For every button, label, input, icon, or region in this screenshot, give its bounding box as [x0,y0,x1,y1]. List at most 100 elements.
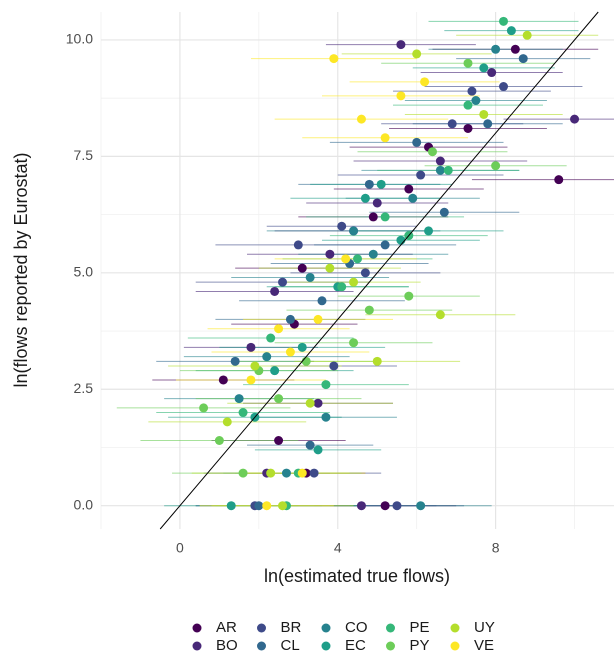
point [364,305,374,315]
point [305,440,315,450]
point [427,147,437,157]
point [329,54,339,64]
legend-label: CL [281,637,300,654]
point [443,165,453,175]
point [226,501,236,511]
point [325,263,335,273]
point [570,114,580,124]
y-tick-label: 5.0 [74,264,94,280]
legend-swatch [321,623,331,633]
reference-line [159,11,599,530]
y-tick-label: 0.0 [74,496,94,512]
point [305,398,315,408]
legend-label: VE [474,637,494,654]
point [270,286,280,296]
point [522,30,532,40]
point [416,170,426,180]
y-tick-label: 7.5 [74,147,94,163]
point [467,86,477,96]
legend-swatch [450,641,460,651]
point [368,212,378,222]
point [380,240,390,250]
legend-label: BO [216,637,238,654]
point [424,226,434,236]
point [506,26,516,36]
point [297,468,307,478]
point [499,82,509,92]
legend-swatch [192,623,202,633]
point [554,175,564,185]
point [463,58,473,68]
point [435,165,445,175]
point [270,366,280,376]
point [471,95,481,105]
point [285,314,295,324]
point [396,40,406,50]
legend-label: CO [345,619,368,636]
point [392,501,402,511]
point [491,161,501,171]
point [313,398,323,408]
point [337,282,347,292]
point [301,356,311,366]
point [317,296,327,306]
point [518,54,528,64]
point [274,324,284,334]
point [309,468,319,478]
y-axis-title: ln(flows reported by Eurostat) [11,152,31,387]
legend-label: PE [410,619,430,636]
point [341,254,351,264]
point [349,338,359,348]
point [266,468,276,478]
point [463,100,473,110]
legend-swatch [192,641,202,651]
point [356,501,366,511]
point [297,263,307,273]
legend-swatch [450,623,460,633]
point [285,347,295,357]
point [380,212,390,222]
point [499,16,509,26]
point [246,342,256,352]
point [238,468,248,478]
legend-label: AR [216,619,237,636]
point [238,408,248,418]
legend-label: UY [474,619,495,636]
point [230,356,240,366]
point [404,291,414,301]
point [447,119,457,129]
point [321,380,331,390]
point [408,193,418,203]
point [254,501,264,511]
point [349,277,359,287]
legend-label: PY [410,637,430,654]
point [487,68,497,78]
point [491,44,501,54]
point [396,91,406,101]
point [435,310,445,320]
point [278,501,288,511]
point [420,77,430,87]
point [479,109,489,119]
point [412,49,422,59]
point [278,277,288,287]
point [435,156,445,166]
point [274,394,284,404]
x-tick-label: 4 [334,540,342,556]
legend-label: EC [345,637,366,654]
point [360,193,370,203]
point [293,240,303,250]
point [372,198,382,208]
y-tick-label: 10.0 [66,31,93,47]
legend-swatch [386,641,395,651]
point [372,356,382,366]
point [368,249,378,259]
point [380,501,390,511]
point [479,63,489,73]
point [439,207,449,217]
legend-swatch [257,623,266,633]
point [218,375,228,385]
point [266,333,276,343]
point [380,133,390,143]
